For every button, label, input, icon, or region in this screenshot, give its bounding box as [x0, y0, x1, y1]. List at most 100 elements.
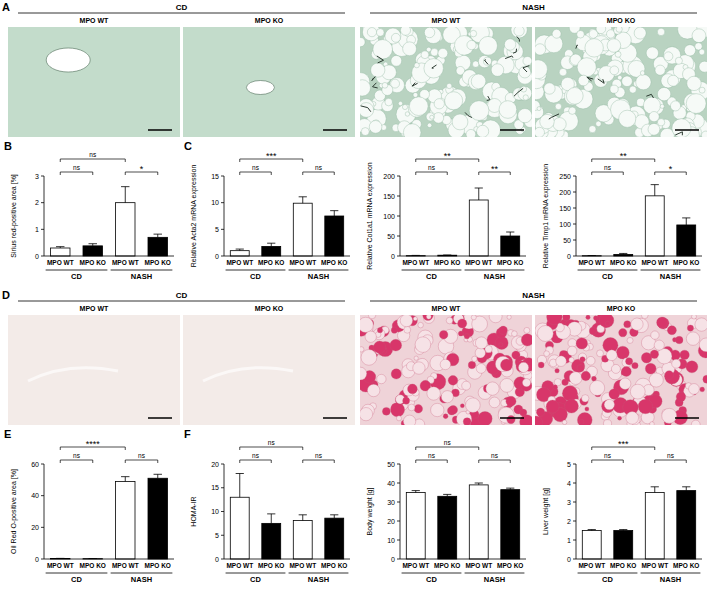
error-bar [299, 197, 307, 203]
group-label: CD [250, 575, 261, 584]
lipid-droplet [645, 363, 656, 374]
error-bar [154, 234, 162, 237]
lipid-droplet [537, 107, 541, 111]
bar [293, 203, 312, 256]
lipid-droplet [486, 382, 499, 395]
lipid-droplet [521, 334, 532, 346]
significance-bracket [240, 460, 272, 463]
column-label: MPO KO [607, 17, 636, 24]
scale-bar [148, 129, 172, 131]
category-label: MPO WT [641, 259, 668, 266]
tissue [535, 27, 707, 137]
lipid-droplet [540, 114, 555, 129]
lipid-droplet [563, 315, 570, 321]
lipid-droplet [689, 384, 700, 395]
vessel [28, 368, 118, 381]
y-tick-label: 3 [35, 173, 39, 180]
y-tick-label: 0 [567, 556, 571, 563]
image-panel: DCDMPO WTMPO KONASHMPO WTMPO KO [2, 289, 709, 432]
lipid-droplet [400, 27, 410, 35]
panel-letter: C [184, 140, 192, 152]
lipid-droplet [475, 337, 487, 349]
error-bar [651, 487, 659, 493]
y-axis [576, 176, 577, 256]
lipid-droplet [413, 92, 418, 97]
lipid-droplet [553, 118, 566, 131]
lipid-droplet [478, 411, 492, 425]
vessel [46, 48, 90, 72]
lipid-droplet [657, 317, 669, 329]
lipid-droplet [458, 331, 463, 336]
lipid-droplet [632, 362, 638, 368]
lipid-droplet [464, 334, 469, 339]
category-label: MPO KO [434, 259, 460, 266]
lipid-droplet [377, 328, 382, 333]
y-tick-label: 0 [35, 556, 39, 563]
category-label: MPO KO [258, 562, 284, 569]
marks [51, 474, 168, 559]
y-tick-label: 40 [387, 480, 395, 487]
marks [230, 197, 343, 256]
significance-bracket [60, 172, 93, 175]
fibre [517, 36, 520, 41]
group-line [402, 270, 462, 271]
lipid-droplet [426, 113, 434, 121]
lipid-droplet [376, 29, 384, 37]
lipid-droplet [360, 408, 373, 421]
x-axis [224, 256, 350, 257]
y-tick-label: 0 [567, 253, 571, 260]
lipid-droplet [662, 408, 677, 423]
lipid-droplet [586, 315, 590, 319]
lipid-droplet [382, 82, 388, 88]
lipid-droplet [611, 364, 620, 373]
tissue [8, 27, 180, 137]
bar [645, 196, 664, 256]
lipid-droplet [458, 319, 467, 328]
tissue [360, 27, 532, 137]
y-axis [44, 176, 45, 256]
error-bar [121, 187, 129, 203]
category-label: MPO WT [402, 259, 429, 266]
bar-chart: 050100150200250Relative Timp1 mRNA expre… [542, 151, 702, 281]
y-tick [397, 502, 400, 503]
micrograph [183, 315, 355, 425]
fibre [372, 77, 375, 81]
lipid-droplet [445, 92, 463, 110]
category-label: MPO WT [289, 259, 316, 266]
bar-chart: 01020304050Body weight [g]MPO WTMPO KOMP… [366, 439, 526, 584]
lipid-droplet [651, 331, 659, 339]
lipid-droplet [670, 101, 680, 111]
lipid-droplet [369, 121, 382, 134]
y-axis-label: Liver weight [g] [542, 488, 550, 535]
error-bar [267, 243, 275, 246]
lipid-droplet [449, 405, 458, 414]
group-line [111, 573, 173, 574]
category-label: MPO WT [465, 259, 492, 266]
lipid-droplet [581, 371, 590, 380]
bar [406, 493, 425, 560]
fibre [646, 94, 653, 98]
lipid-droplet [626, 358, 633, 365]
lipid-droplet [648, 123, 660, 135]
lipid-droplet [552, 29, 561, 38]
column-label: MPO WT [80, 17, 109, 24]
lipid-droplet [535, 100, 540, 110]
lipid-droplet [546, 400, 559, 413]
lipid-droplet [699, 338, 707, 352]
significance-bracket [60, 159, 125, 162]
lipid-droplet [578, 353, 586, 361]
group-label: CD [602, 575, 613, 584]
lipid-droplet [643, 97, 660, 114]
lipid-droplet [555, 103, 561, 109]
lipid-droplet [506, 396, 516, 406]
lipid-droplet [657, 348, 672, 363]
fibre [412, 83, 417, 87]
group-line [289, 573, 349, 574]
significance-bracket [303, 460, 335, 463]
group-line [370, 301, 697, 302]
error-bar [475, 483, 483, 485]
panel-letter: F [184, 428, 191, 440]
lipid-droplet [522, 379, 530, 387]
category-label: MPO KO [80, 259, 106, 266]
y-tick-label: 200 [559, 189, 571, 196]
